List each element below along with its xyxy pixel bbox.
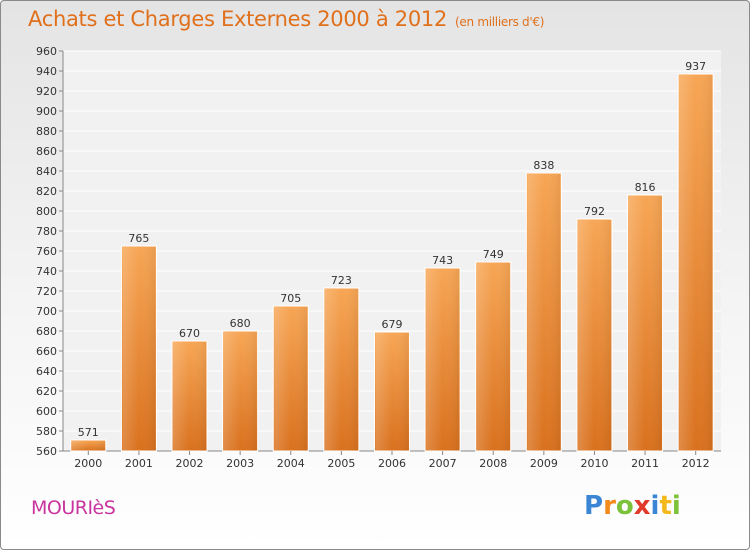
y-tick-label: 640 xyxy=(36,365,57,378)
bar-shade xyxy=(324,289,358,451)
x-tick-label: 2002 xyxy=(176,457,204,470)
y-tick-label: 760 xyxy=(36,245,57,258)
bar-shade xyxy=(122,247,156,451)
y-tick-label: 840 xyxy=(36,165,57,178)
data-label: 816 xyxy=(635,181,656,194)
y-tick-label: 800 xyxy=(36,205,57,218)
logo-letter: o xyxy=(615,491,634,521)
logo-letter: r xyxy=(603,491,616,521)
data-label: 705 xyxy=(280,292,301,305)
x-tick-label: 2007 xyxy=(429,457,457,470)
data-label: 723 xyxy=(331,274,352,287)
y-tick-label: 720 xyxy=(36,285,57,298)
data-label: 792 xyxy=(584,205,605,218)
x-tick-label: 2004 xyxy=(277,457,305,470)
logo-letter: i xyxy=(671,491,681,521)
bar-shade xyxy=(426,269,460,451)
bar-shade xyxy=(628,196,662,451)
x-tick-label: 2000 xyxy=(74,457,102,470)
bar-shade xyxy=(375,333,409,451)
data-label: 838 xyxy=(533,159,554,172)
data-label: 749 xyxy=(483,248,504,261)
data-label: 743 xyxy=(432,254,453,267)
x-tick-label: 2003 xyxy=(226,457,254,470)
x-tick-label: 2009 xyxy=(530,457,558,470)
bar-shade xyxy=(223,332,257,451)
logo-letter: x xyxy=(633,491,651,521)
y-tick-label: 940 xyxy=(36,65,57,78)
y-tick-label: 880 xyxy=(36,125,57,138)
y-tick-label: 920 xyxy=(36,85,57,98)
y-tick-label: 560 xyxy=(36,445,57,458)
bar-shade xyxy=(274,307,308,451)
bar-shade xyxy=(679,75,713,451)
data-label: 680 xyxy=(230,317,251,330)
y-tick-label: 700 xyxy=(36,305,57,318)
chart-subtitle: (en milliers d'€) xyxy=(455,15,545,29)
x-tick-label: 2011 xyxy=(631,457,659,470)
bar-shade xyxy=(476,263,510,451)
x-tick-label: 2008 xyxy=(479,457,507,470)
y-tick-label: 580 xyxy=(36,425,57,438)
x-tick-label: 2001 xyxy=(125,457,153,470)
town-name: MOURIèS xyxy=(31,497,116,519)
data-label: 571 xyxy=(78,426,99,439)
bar-shade xyxy=(577,220,611,451)
y-tick-label: 960 xyxy=(36,45,57,58)
x-tick-label: 2010 xyxy=(580,457,608,470)
x-tick-label: 2005 xyxy=(327,457,355,470)
title-text: Achats et Charges Externes 2000 à 2012 xyxy=(28,7,448,31)
data-label: 937 xyxy=(685,60,706,73)
x-tick-label: 2012 xyxy=(682,457,710,470)
y-tick-label: 620 xyxy=(36,385,57,398)
y-tick-label: 780 xyxy=(36,225,57,238)
logo-letter: i xyxy=(650,491,660,521)
bar-shade xyxy=(527,174,561,451)
bar-shade xyxy=(173,342,207,451)
y-tick-label: 660 xyxy=(36,345,57,358)
chart-title: Achats et Charges Externes 2000 à 2012 (e… xyxy=(28,7,544,31)
logo-letter: t xyxy=(659,491,672,521)
data-label: 679 xyxy=(382,318,403,331)
y-tick-label: 680 xyxy=(36,325,57,338)
x-tick-label: 2006 xyxy=(378,457,406,470)
data-label: 765 xyxy=(128,232,149,245)
bar-shade xyxy=(71,441,105,451)
logo-letter: P xyxy=(584,491,604,521)
y-tick-label: 860 xyxy=(36,145,57,158)
y-tick-label: 600 xyxy=(36,405,57,418)
y-tick-label: 740 xyxy=(36,265,57,278)
y-tick-label: 900 xyxy=(36,105,57,118)
proxiti-logo: Proxiti xyxy=(584,491,681,521)
data-label: 670 xyxy=(179,327,200,340)
y-tick-label: 820 xyxy=(36,185,57,198)
